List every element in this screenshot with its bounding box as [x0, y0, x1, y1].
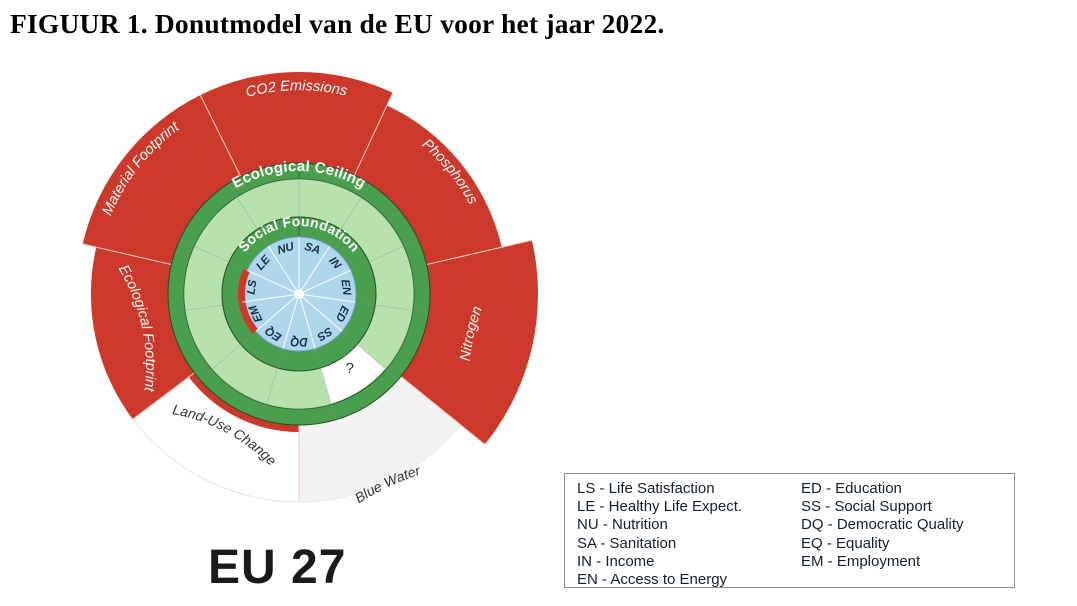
svg-text:LS: LS: [245, 279, 259, 296]
svg-text:EN: EN: [338, 279, 352, 297]
svg-text:?: ?: [346, 360, 354, 377]
svg-text:DQ: DQ: [290, 335, 307, 347]
